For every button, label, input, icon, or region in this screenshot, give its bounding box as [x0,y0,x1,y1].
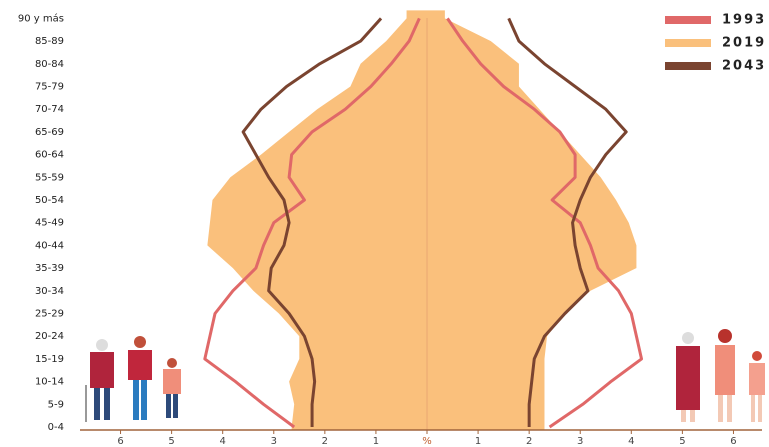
category-label: 50-54 [35,195,64,206]
category-label: 90 y más [18,12,64,24]
category-label: 60-64 [35,150,64,161]
legend-label: 2019 [722,36,766,51]
x-tick-label: 4 [220,436,226,447]
category-label: 35-39 [35,263,64,274]
area-female [427,10,637,431]
category-label: 85-89 [35,36,64,47]
plot: 6 5 4 3 2 1% 1 2 3 4 5 6 0-4 5-9 10-14 15-19 20-24 25-29 3… [18,10,766,447]
x-tick-label: 5 [679,436,685,447]
legend-label: 2043 [722,59,766,74]
category-label: 30-34 [35,286,64,297]
x-tick-label: 3 [577,436,583,447]
legend-swatch [665,62,711,70]
line-male [241,17,383,427]
category-label: 65-69 [35,127,64,138]
area-male [207,10,427,431]
x-tick-label: 4 [628,436,634,447]
people-right [676,329,765,422]
x-tick-label: 2 [322,436,328,447]
category-label: 10-14 [35,377,64,388]
line-male [203,17,421,429]
line-female [507,17,628,427]
x-tick-label: 1 [373,436,379,447]
category-label: 5-9 [48,399,64,410]
category-label: 75-79 [35,82,64,93]
category-label: 45-49 [35,218,64,229]
legend-swatch [665,39,711,47]
people-left [85,336,181,422]
category-label: 40-44 [35,240,64,251]
x-tick-label: % [422,436,432,447]
category-label: 55-59 [35,172,64,183]
x-tick-label: 3 [271,436,277,447]
category-label: 25-29 [35,309,64,320]
category-label: 0-4 [48,422,64,433]
legend-swatch [665,16,711,24]
x-tick-label: 1 [475,436,481,447]
category-label: 15-19 [35,354,64,365]
x-tick-label: 6 [117,436,123,447]
line-female [446,17,644,429]
legend-label: 1993 [722,13,766,28]
category-label: 70-74 [35,104,64,115]
x-tick-label: 5 [168,436,174,447]
category-label: 20-24 [35,331,64,342]
x-tick-label: 2 [526,436,532,447]
x-tick-label: 6 [730,436,736,447]
category-label: 80-84 [35,59,64,70]
